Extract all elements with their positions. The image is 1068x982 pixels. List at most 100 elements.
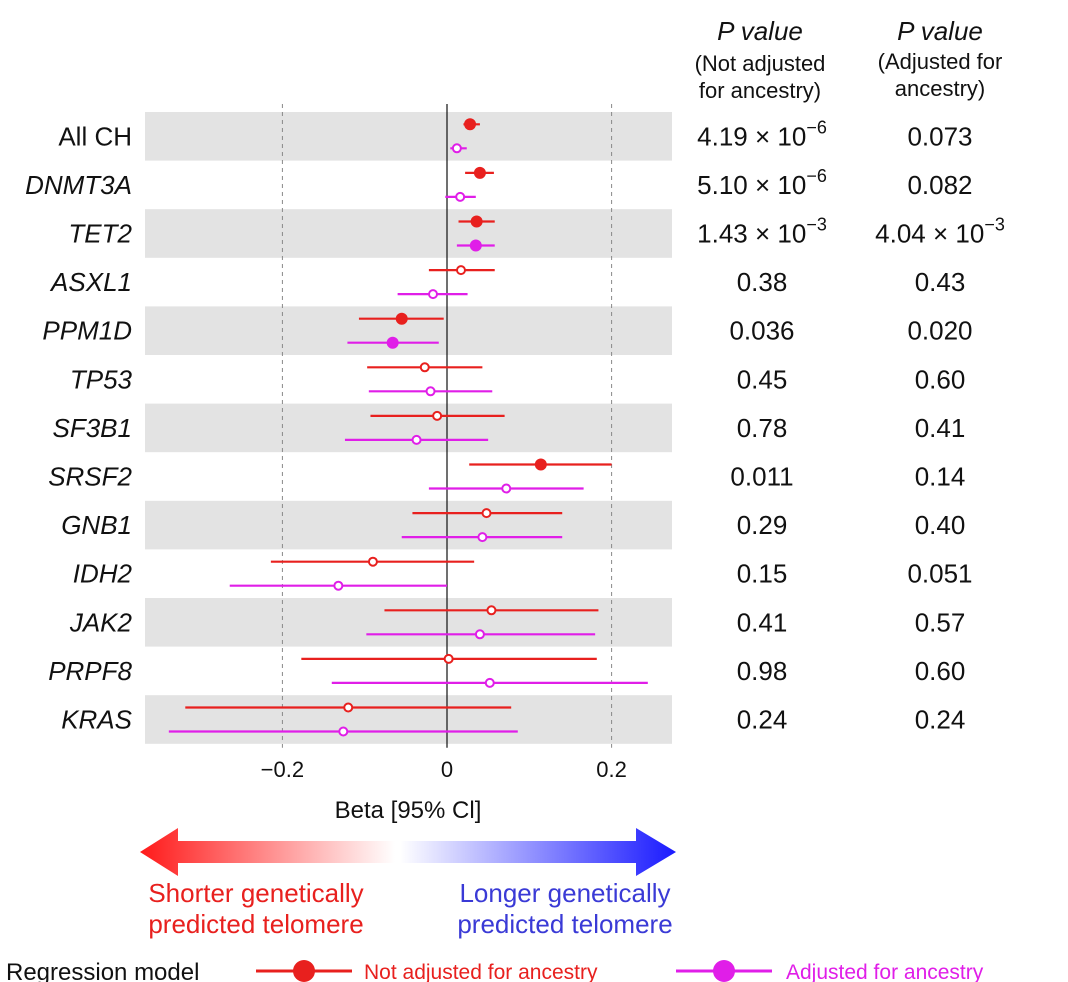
row-band	[145, 695, 672, 744]
gene-label: TET2	[68, 219, 132, 249]
pvalue-unadjusted: 0.45	[737, 364, 788, 394]
table-row: GNB1 0.29 0.40	[61, 508, 966, 543]
pvalue-unadjusted: 0.011	[730, 462, 793, 492]
right-arrow-icon	[400, 828, 676, 876]
unadjusted-point	[443, 653, 454, 664]
row-band	[145, 209, 672, 258]
pvalue-adjusted: 0.40	[915, 510, 966, 540]
adjusted-point	[474, 629, 485, 640]
row-band	[145, 403, 672, 453]
adjusted-point	[477, 532, 488, 543]
unadjusted-point	[419, 362, 430, 373]
unadjusted-point	[464, 118, 477, 131]
table-row: PPM1D 0.036 0.020	[42, 312, 973, 349]
table-row: TP53 0.45 0.60	[70, 362, 966, 397]
pvalue-adjusted: 0.082	[907, 170, 972, 200]
pvalue-unadjusted: 1.43 × 10−3	[697, 215, 827, 249]
gene-label: TP53	[70, 364, 133, 394]
legend-title: Regression model	[6, 959, 199, 982]
pvalue-adjusted: 0.14	[915, 462, 966, 492]
pvalue-unadjusted: 0.24	[737, 705, 788, 735]
direction-right-line1: Longer genetically	[459, 878, 670, 908]
pvalue-adjusted: 0.020	[907, 316, 972, 346]
pvalue-unadjusted: 0.98	[737, 656, 788, 686]
table-row: IDH2 0.15 0.051	[73, 556, 973, 591]
x-tick-label: 0	[441, 757, 453, 782]
adjusted-point	[484, 677, 495, 688]
adjusted-point	[455, 191, 466, 202]
pvalue-adjusted: 0.43	[915, 267, 966, 297]
unadjusted-point	[470, 215, 483, 228]
gene-label: PPM1D	[42, 316, 132, 346]
header-title: P value	[897, 16, 983, 46]
pvalue-adjusted: 0.24	[915, 705, 966, 735]
gridlines	[281, 104, 613, 748]
unadjusted-point	[343, 702, 354, 713]
legend: Regression model Not adjusted for ancest…	[6, 959, 984, 982]
header-sub1: (Not adjusted	[695, 51, 826, 76]
gene-label: KRAS	[61, 705, 132, 735]
pvalue-adjusted: 0.051	[907, 559, 972, 589]
unadjusted-point	[455, 265, 466, 276]
header-sub2: for ancestry)	[699, 78, 821, 103]
pvalue-unadjusted: 5.10 × 10−6	[697, 166, 827, 200]
adjusted-point	[501, 483, 512, 494]
gene-label: GNB1	[61, 510, 132, 540]
row-band	[145, 112, 672, 161]
header-sub1: (Adjusted for	[878, 49, 1003, 74]
adjusted-point	[425, 386, 436, 397]
pvalue-adjusted: 0.60	[915, 364, 966, 394]
unadjusted-point	[534, 458, 547, 471]
table-row: JAK2 0.41 0.57	[69, 605, 966, 640]
legend-marker-unadjusted	[293, 960, 315, 982]
row-band	[145, 500, 672, 550]
table-row: SF3B1 0.78 0.41	[53, 410, 966, 445]
pvalue-unadjusted: 0.036	[729, 316, 794, 346]
pvalue-unadjusted: 0.38	[737, 267, 788, 297]
adjusted-point	[451, 143, 462, 154]
table-row: TET2 1.43 × 10−3 4.04 × 10−3	[68, 215, 1005, 252]
gene-label: PRPF8	[48, 656, 132, 686]
direction-right-line2: predicted telomere	[457, 909, 672, 939]
pvalue-header-unadjusted: P value (Not adjusted for ancestry)	[695, 16, 826, 103]
gene-label: SF3B1	[53, 413, 133, 443]
x-axis-title: Beta [95% Cl]	[335, 797, 482, 824]
table-row: KRAS 0.24 0.24	[61, 702, 966, 737]
x-axis: −0.2 0 0.2	[261, 757, 627, 782]
direction-left-line2: predicted telomere	[148, 909, 363, 939]
pvalue-unadjusted: 0.78	[737, 413, 788, 443]
table-row: All CH 4.19 × 10−6 0.073	[58, 117, 973, 154]
pvalue-adjusted: 0.073	[907, 121, 972, 151]
adjusted-point	[386, 336, 399, 349]
table-row: ASXL1 0.38 0.43	[49, 265, 966, 300]
gene-label: IDH2	[73, 559, 133, 589]
pvalue-adjusted: 0.57	[915, 607, 966, 637]
x-tick-label: 0.2	[596, 757, 627, 782]
header-sub2: ancestry)	[895, 76, 985, 101]
gene-label: SRSF2	[48, 462, 132, 492]
legend-label-unadjusted: Not adjusted for ancestry	[364, 961, 598, 982]
direction-arrows	[140, 828, 676, 876]
pvalue-adjusted: 0.41	[915, 413, 966, 443]
legend-marker-adjusted	[713, 960, 735, 982]
row-band	[145, 598, 672, 647]
table-row: DNMT3A 5.10 × 10−6 0.082	[25, 166, 973, 202]
unadjusted-point	[473, 166, 486, 179]
gene-label: ASXL1	[49, 267, 132, 297]
gene-label: JAK2	[69, 607, 133, 637]
gene-label: All CH	[58, 121, 132, 151]
table-row: SRSF2 0.011 0.14	[48, 458, 966, 494]
pvalue-unadjusted: 0.29	[737, 510, 788, 540]
direction-left-line1: Shorter genetically	[148, 878, 363, 908]
row-bands	[145, 112, 672, 744]
pvalue-unadjusted: 0.15	[737, 559, 788, 589]
adjusted-point	[469, 239, 482, 252]
unadjusted-point	[486, 605, 497, 616]
header-title: P value	[717, 16, 803, 46]
pvalue-header-adjusted: P value (Adjusted for ancestry)	[878, 16, 1003, 101]
unadjusted-point	[367, 556, 378, 567]
adjusted-point	[411, 434, 422, 445]
table-row: PRPF8 0.98 0.60	[48, 653, 965, 688]
legend-label-adjusted: Adjusted for ancestry	[786, 961, 984, 982]
